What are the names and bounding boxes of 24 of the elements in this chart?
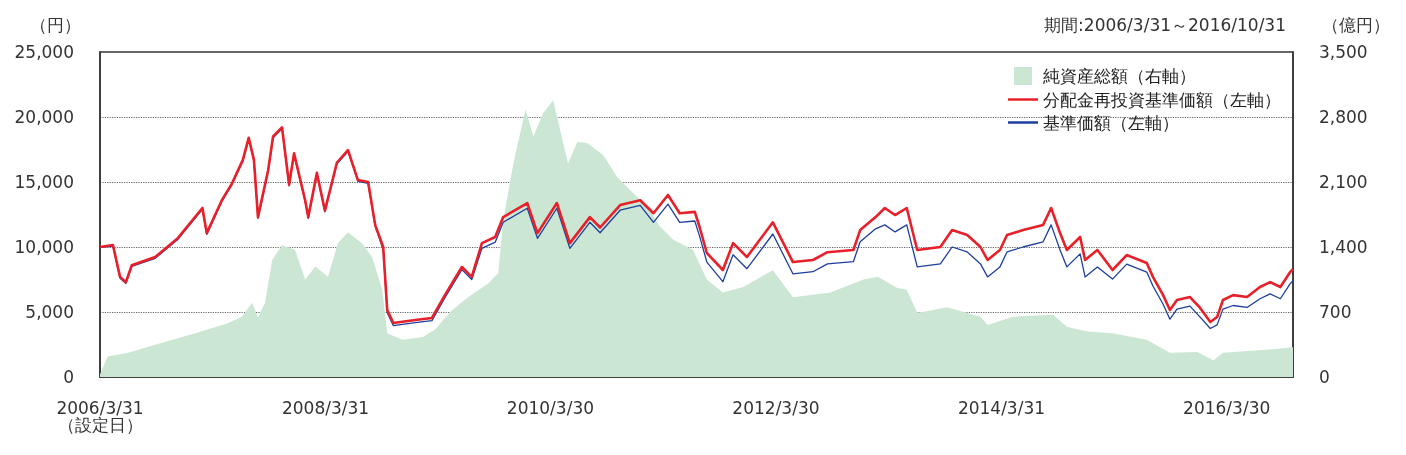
y2-tick-label: 700 — [1319, 302, 1352, 322]
x-tick-label: 2006/3/31 （設定日） — [56, 397, 144, 435]
y-tick-label: 10,000 — [14, 237, 74, 257]
x-tick-label: 2012/3/30 — [732, 397, 820, 418]
y-tick-label: 5,000 — [25, 302, 74, 322]
legend-label: 純資産総額（右軸） — [1043, 66, 1196, 86]
y-tick-label: 0 — [63, 367, 74, 387]
x-tick-label: 2008/3/31 — [281, 397, 370, 418]
y2-tick-label: 2,800 — [1319, 107, 1368, 127]
y-tick-label: 20,000 — [14, 107, 74, 127]
y2-tick-label: 3,500 — [1319, 42, 1368, 62]
y-tick-label: 15,000 — [14, 172, 74, 192]
y-tick-label: 25,000 — [14, 42, 74, 62]
y2-tick-label: 1,400 — [1319, 237, 1368, 257]
y2-tick-label: 0 — [1319, 367, 1330, 387]
legend-label: 基準価額（左軸） — [1043, 112, 1179, 133]
y-axis-title: （円） — [30, 14, 81, 35]
y2-tick-label: 2,100 — [1319, 172, 1368, 192]
x-tick-label: 2014/3/31 — [957, 397, 1046, 418]
text: 期間:2006/3/31～2016/10/31 — [1044, 14, 1287, 35]
x-tick-label: 2016/3/30 — [1183, 397, 1271, 418]
y2-axis-title: （億円） — [1322, 14, 1390, 35]
legend-label: 分配金再投資基準価額（左軸） — [1043, 89, 1281, 110]
x-tick-label: 2010/3/30 — [506, 397, 595, 418]
